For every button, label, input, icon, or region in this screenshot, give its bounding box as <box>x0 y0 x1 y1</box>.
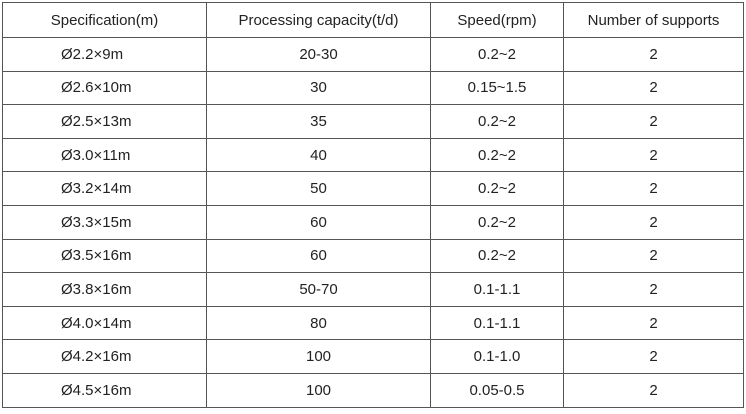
cell-speed: 0.2~2 <box>430 104 564 139</box>
cell-speed: 0.2~2 <box>430 171 564 206</box>
cell-specification: Ø3.8×16m <box>2 272 207 307</box>
table-row: Ø2.5×13m 35 0.2~2 2 <box>2 104 744 139</box>
cell-speed: 0.1-1.0 <box>430 339 564 374</box>
table-row: Ø4.2×16m 100 0.1-1.0 2 <box>2 339 744 374</box>
table-row: Ø3.8×16m 50-70 0.1-1.1 2 <box>2 272 744 307</box>
cell-processing-capacity: 60 <box>206 238 431 274</box>
table-row: Ø2.6×10m 30 0.15~1.5 2 <box>2 70 744 106</box>
cell-number-of-supports: 2 <box>563 171 744 206</box>
cell-number-of-supports: 2 <box>563 372 744 408</box>
cell-processing-capacity: 100 <box>206 339 431 374</box>
cell-specification: Ø4.2×16m <box>2 339 207 374</box>
table-row: Ø3.3×15m 60 0.2~2 2 <box>2 204 744 240</box>
cell-speed: 0.2~2 <box>430 204 564 240</box>
header-specification: Specification(m) <box>2 2 207 38</box>
cell-speed: 0.1-1.1 <box>430 305 564 341</box>
cell-number-of-supports: 2 <box>563 305 744 341</box>
cell-processing-capacity: 35 <box>206 104 431 139</box>
cell-specification: Ø3.3×15m <box>2 204 207 240</box>
cell-specification: Ø4.0×14m <box>2 305 207 341</box>
cell-speed: 0.1-1.1 <box>430 272 564 307</box>
cell-number-of-supports: 2 <box>563 37 744 72</box>
cell-processing-capacity: 100 <box>206 372 431 408</box>
cell-processing-capacity: 60 <box>206 204 431 240</box>
cell-specification: Ø2.5×13m <box>2 104 207 139</box>
cell-speed: 0.2~2 <box>430 37 564 72</box>
cell-specification: Ø2.2×9m <box>2 37 207 72</box>
cell-specification: Ø3.5×16m <box>2 238 207 274</box>
table-row: Ø4.5×16m 100 0.05-0.5 2 <box>2 372 744 408</box>
cell-processing-capacity: 50 <box>206 171 431 206</box>
header-processing-capacity: Processing capacity(t/d) <box>206 2 431 38</box>
table-row: Ø3.2×14m 50 0.2~2 2 <box>2 171 744 206</box>
header-number-of-supports: Number of supports <box>563 2 744 38</box>
table-header-row: Specification(m) Processing capacity(t/d… <box>2 2 744 38</box>
cell-number-of-supports: 2 <box>563 238 744 274</box>
cell-specification: Ø3.0×11m <box>2 137 207 173</box>
cell-number-of-supports: 2 <box>563 104 744 139</box>
table-row: Ø2.2×9m 20-30 0.2~2 2 <box>2 37 744 72</box>
cell-number-of-supports: 2 <box>563 272 744 307</box>
cell-specification: Ø2.6×10m <box>2 70 207 106</box>
table-row: Ø3.5×16m 60 0.2~2 2 <box>2 238 744 274</box>
cell-number-of-supports: 2 <box>563 204 744 240</box>
cell-number-of-supports: 2 <box>563 137 744 173</box>
cell-processing-capacity: 80 <box>206 305 431 341</box>
cell-speed: 0.2~2 <box>430 238 564 274</box>
cell-processing-capacity: 30 <box>206 70 431 106</box>
cell-processing-capacity: 20-30 <box>206 37 431 72</box>
table-row: Ø3.0×11m 40 0.2~2 2 <box>2 137 744 173</box>
cell-specification: Ø3.2×14m <box>2 171 207 206</box>
cell-processing-capacity: 40 <box>206 137 431 173</box>
cell-processing-capacity: 50-70 <box>206 272 431 307</box>
cell-specification: Ø4.5×16m <box>2 372 207 408</box>
cell-speed: 0.05-0.5 <box>430 372 564 408</box>
cell-speed: 0.15~1.5 <box>430 70 564 106</box>
cell-number-of-supports: 2 <box>563 339 744 374</box>
cell-number-of-supports: 2 <box>563 70 744 106</box>
specification-table: Specification(m) Processing capacity(t/d… <box>2 2 744 408</box>
table-row: Ø4.0×14m 80 0.1-1.1 2 <box>2 305 744 341</box>
cell-speed: 0.2~2 <box>430 137 564 173</box>
header-speed: Speed(rpm) <box>430 2 564 38</box>
